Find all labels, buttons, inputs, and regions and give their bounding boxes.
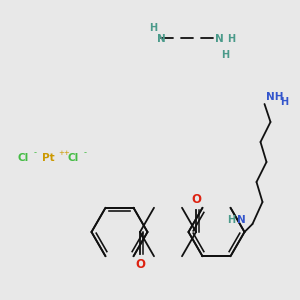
- Text: Cl: Cl: [18, 153, 29, 163]
- Text: H: H: [227, 215, 236, 225]
- Text: NH: NH: [266, 92, 284, 102]
- Text: -: -: [84, 148, 87, 158]
- Text: N: N: [215, 34, 224, 44]
- Text: H: H: [221, 50, 229, 60]
- Text: ++: ++: [58, 150, 70, 156]
- Text: -: -: [34, 148, 37, 158]
- Text: N: N: [157, 34, 166, 44]
- Text: Cl: Cl: [68, 153, 79, 163]
- Text: Pt: Pt: [42, 153, 55, 163]
- Text: H: H: [280, 97, 289, 107]
- Text: N: N: [238, 215, 246, 225]
- Text: H: H: [149, 23, 157, 33]
- Text: O: O: [135, 258, 145, 271]
- Text: O: O: [191, 193, 201, 206]
- Text: H: H: [227, 34, 235, 44]
